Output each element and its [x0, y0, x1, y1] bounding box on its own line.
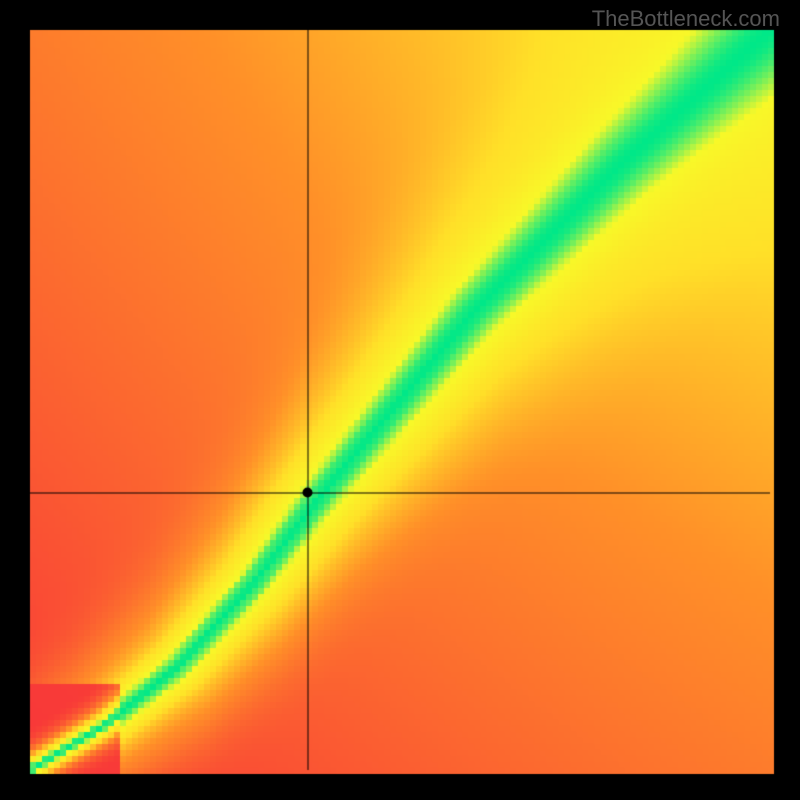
chart-container: TheBottleneck.com [0, 0, 800, 800]
heatmap-canvas [0, 0, 800, 800]
watermark-text: TheBottleneck.com [592, 6, 780, 32]
